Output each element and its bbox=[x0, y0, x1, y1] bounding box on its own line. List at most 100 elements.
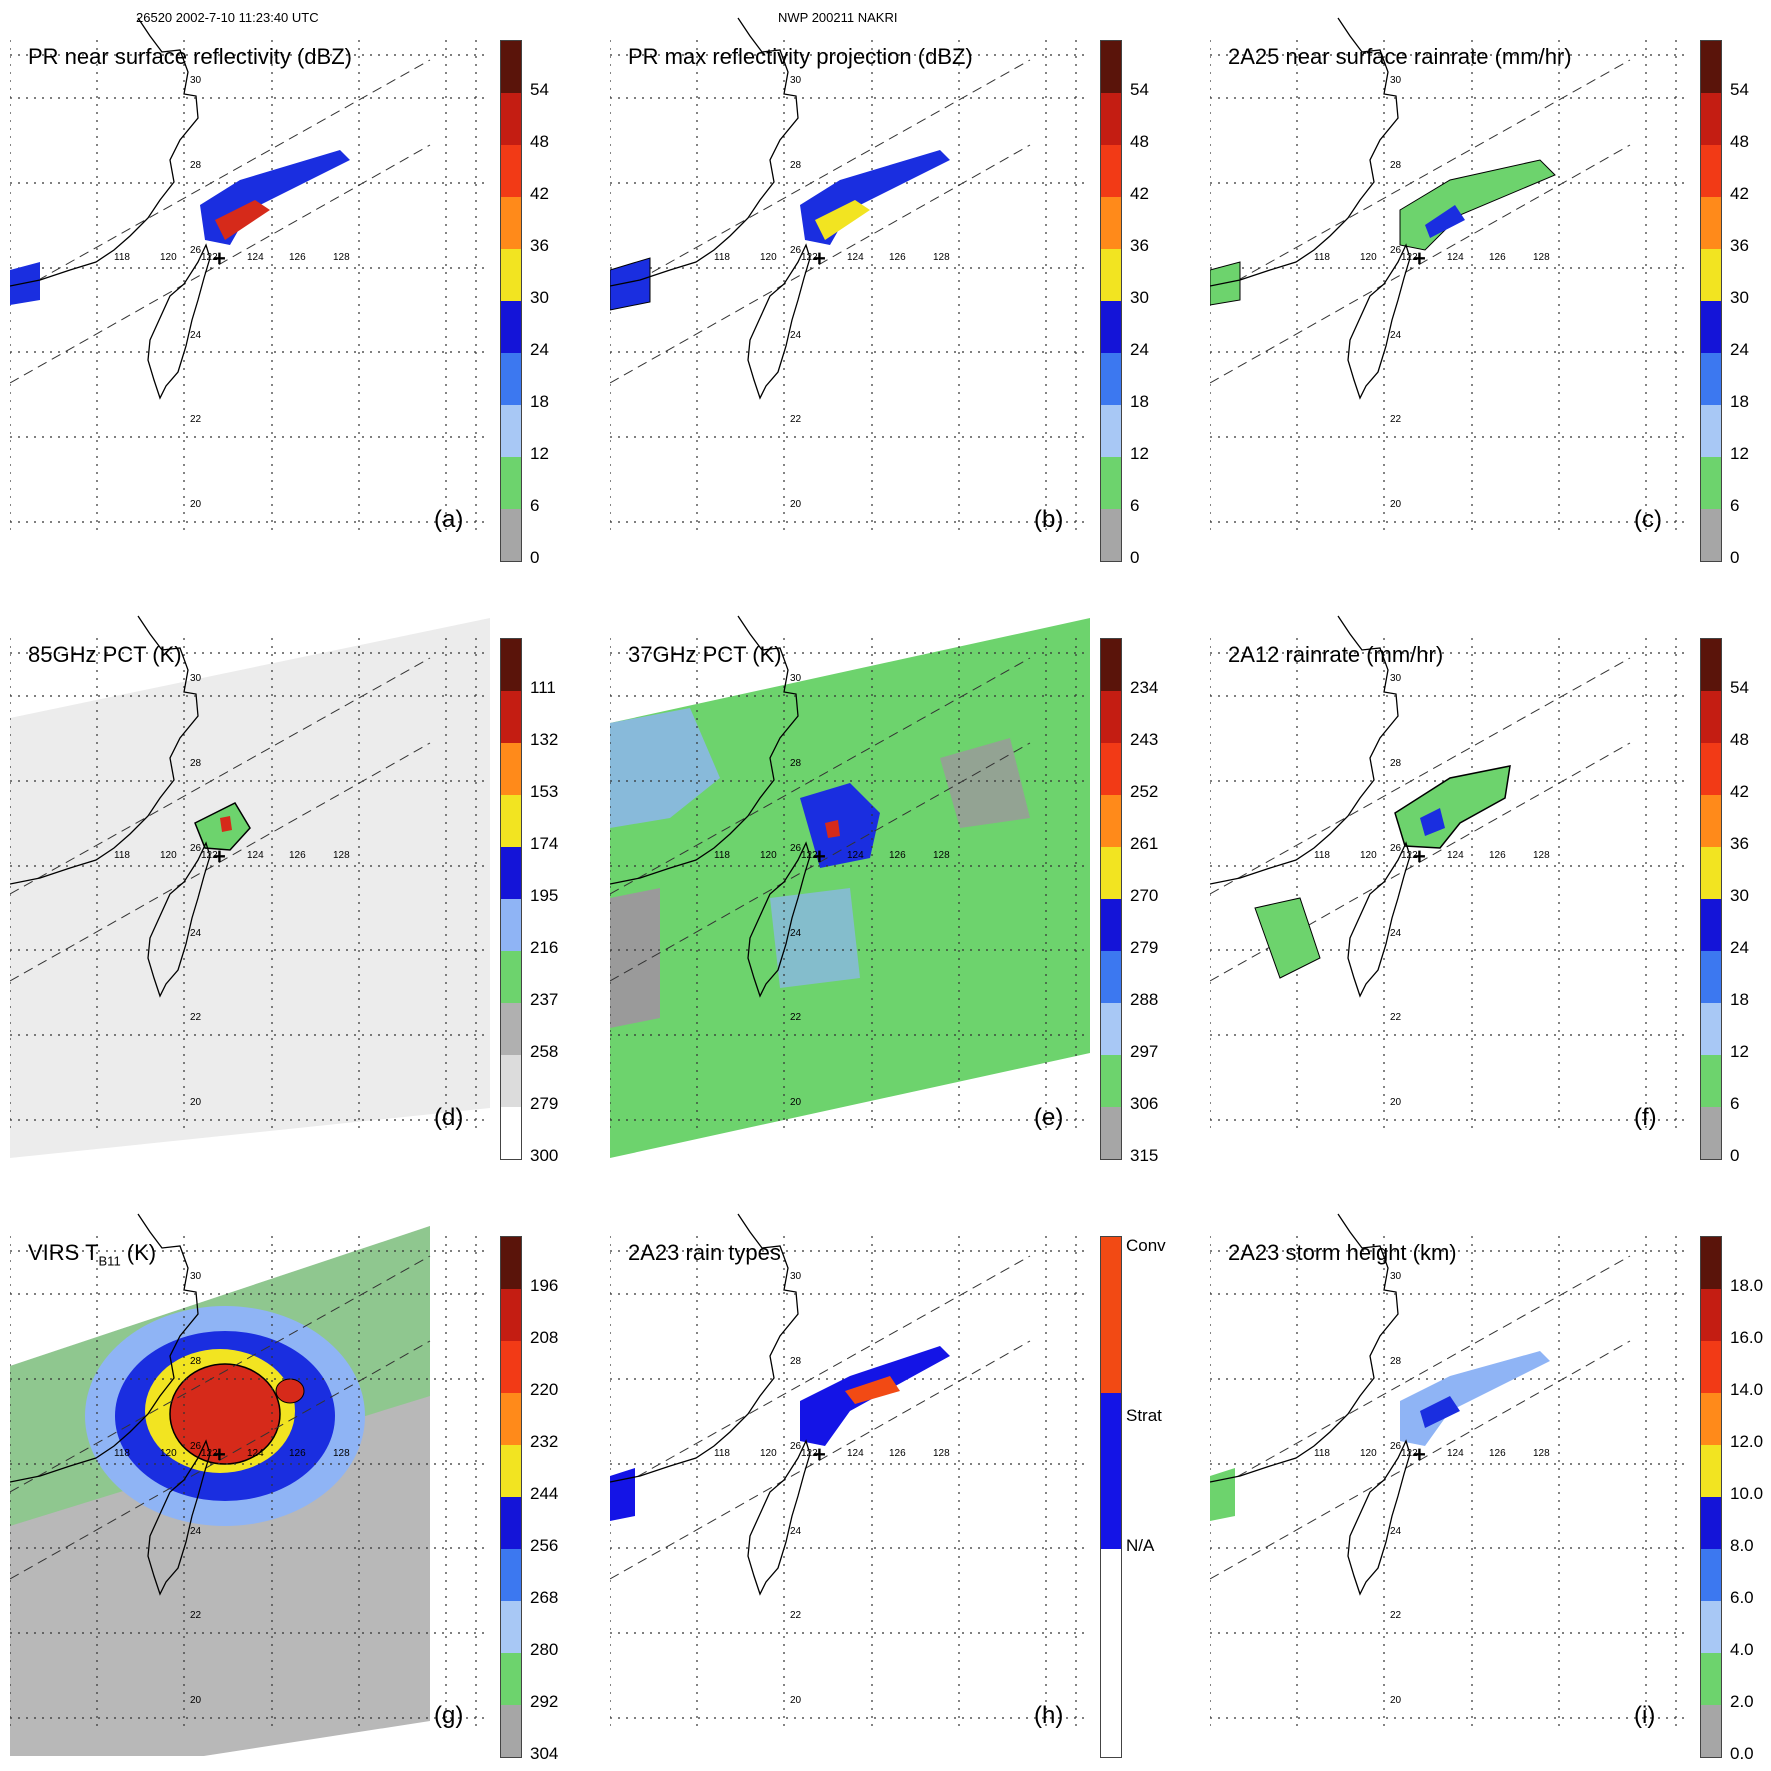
colorbar bbox=[1700, 638, 1722, 1160]
lon-label: 128 bbox=[1533, 252, 1550, 263]
lon-label: 124 bbox=[1447, 850, 1464, 861]
lat-label: 24 bbox=[190, 1526, 202, 1537]
lon-label: 122 bbox=[801, 1448, 818, 1459]
colorbar-tick-label: 24 bbox=[1730, 340, 1749, 359]
panel-title: PR near surface reflectivity (dBZ) bbox=[28, 44, 352, 69]
colorbar-segment bbox=[1701, 1107, 1721, 1159]
colorbar-tick-label: 18.0 bbox=[1730, 1276, 1764, 1295]
lat-label: 22 bbox=[790, 1012, 802, 1023]
lat-label: 28 bbox=[790, 1356, 802, 1367]
colorbar-tick-label: 12 bbox=[1730, 1042, 1749, 1061]
colorbar-tick-label: 12 bbox=[530, 444, 549, 463]
colorbar-tick-label: 132 bbox=[530, 730, 559, 749]
colorbar-tick-label: 304 bbox=[530, 1744, 559, 1763]
storm-center-marker: + bbox=[813, 246, 826, 271]
taiwan-outline bbox=[147, 1439, 211, 1596]
colorbar-segment bbox=[1101, 691, 1121, 743]
lon-label: 126 bbox=[1489, 850, 1506, 861]
lon-label: 122 bbox=[201, 850, 218, 861]
colorbar-tick-label: 36 bbox=[1130, 236, 1149, 255]
colorbar-tick-label: 54 bbox=[1730, 678, 1749, 697]
storm-center-marker: + bbox=[213, 1442, 226, 1467]
lon-label: 126 bbox=[889, 1448, 906, 1459]
colorbar-segment bbox=[501, 639, 521, 691]
lat-label: 30 bbox=[790, 75, 802, 86]
lon-label: 120 bbox=[1360, 850, 1377, 861]
colorbar-tick-label: 237 bbox=[530, 990, 559, 1009]
colorbar bbox=[500, 40, 522, 562]
lat-label: 30 bbox=[190, 75, 202, 86]
colorbar-tick-label: 195 bbox=[530, 886, 559, 905]
panel-letter: (d) bbox=[434, 1104, 464, 1131]
panel-title: 2A25 near surface rainrate (mm/hr) bbox=[1228, 44, 1572, 69]
colorbar-tick-label: 12.0 bbox=[1730, 1432, 1764, 1451]
colorbar bbox=[1100, 1236, 1122, 1758]
panel-title: 85GHz PCT (K) bbox=[28, 642, 182, 667]
colorbar-segment bbox=[501, 197, 521, 249]
colorbar-tick-label: 6.0 bbox=[1730, 1588, 1754, 1607]
colorbar-segment bbox=[1101, 899, 1121, 951]
lat-label: 28 bbox=[1390, 1356, 1402, 1367]
colorbar-segment bbox=[1101, 405, 1121, 457]
lon-label: 124 bbox=[247, 252, 264, 263]
colorbar-tick-label: 6 bbox=[530, 496, 540, 515]
colorbar-segment bbox=[1701, 509, 1721, 561]
lat-label: 22 bbox=[1390, 414, 1402, 425]
colorbar-tick-label: N/A bbox=[1126, 1536, 1155, 1555]
colorbar-segment bbox=[501, 951, 521, 1003]
colorbar-segment bbox=[1701, 951, 1721, 1003]
colorbar-segment bbox=[1701, 405, 1721, 457]
lat-label: 26 bbox=[190, 1441, 202, 1452]
panel-title: 2A23 rain types bbox=[628, 1240, 781, 1265]
colorbar-tick-label: 24 bbox=[1730, 938, 1749, 957]
colorbar-segment bbox=[1101, 1653, 1121, 1705]
colorbar-tick-label: 12 bbox=[1730, 444, 1749, 463]
colorbar-tick-label: 24 bbox=[530, 340, 549, 359]
colorbar-tick-label: 18 bbox=[530, 392, 549, 411]
lon-label: 118 bbox=[114, 850, 130, 861]
colorbar-tick-label: 54 bbox=[1730, 80, 1749, 99]
taiwan-outline bbox=[747, 841, 811, 998]
colorbar-segment bbox=[1101, 1341, 1121, 1393]
colorbar-tick-label: 279 bbox=[1130, 938, 1159, 957]
colorbar-segment bbox=[1101, 1445, 1121, 1497]
panel-title: 2A23 storm height (km) bbox=[1228, 1240, 1457, 1265]
lon-label: 128 bbox=[933, 252, 950, 263]
colorbar-segment bbox=[501, 743, 521, 795]
colorbar-tick-label: 48 bbox=[1730, 730, 1749, 749]
colorbar-tick-label: 48 bbox=[1130, 132, 1149, 151]
colorbar-segment bbox=[501, 301, 521, 353]
lon-label: 128 bbox=[933, 1448, 950, 1459]
storm-center-marker: + bbox=[213, 246, 226, 271]
colorbar-segment bbox=[1101, 847, 1121, 899]
colorbar-segment bbox=[501, 41, 521, 93]
coastline bbox=[1210, 1213, 1399, 1483]
colorbar-segment bbox=[1701, 847, 1721, 899]
colorbar-segment bbox=[1101, 1705, 1121, 1757]
lat-label: 26 bbox=[190, 843, 202, 854]
colorbar-segment bbox=[1701, 899, 1721, 951]
lat-label: 26 bbox=[1390, 245, 1402, 256]
lon-label: 122 bbox=[201, 1448, 218, 1459]
storm-center-marker: + bbox=[813, 844, 826, 869]
colorbar-tick-label: 42 bbox=[530, 184, 549, 203]
colorbar-tick-label: 270 bbox=[1130, 886, 1159, 905]
lat-label: 26 bbox=[190, 245, 202, 256]
colorbar-tick-label: 306 bbox=[1130, 1094, 1159, 1113]
lon-label: 118 bbox=[1314, 1448, 1330, 1459]
coastline bbox=[10, 1213, 199, 1483]
colorbar-tick-label: 220 bbox=[530, 1380, 559, 1399]
lon-label: 126 bbox=[1489, 252, 1506, 263]
colorbar-segment bbox=[1101, 93, 1121, 145]
colorbar-tick-label: 111 bbox=[530, 678, 556, 697]
lat-label: 30 bbox=[1390, 75, 1402, 86]
coastline bbox=[610, 17, 799, 287]
colorbar-segment bbox=[501, 1237, 521, 1289]
coastline bbox=[10, 615, 199, 885]
taiwan-outline bbox=[1347, 1439, 1411, 1596]
panel-letter: (a) bbox=[434, 506, 464, 533]
lon-label: 124 bbox=[1447, 252, 1464, 263]
colorbar-tick-label: 54 bbox=[530, 80, 549, 99]
colorbar-tick-label: 300 bbox=[530, 1146, 559, 1165]
colorbar-segment bbox=[501, 795, 521, 847]
